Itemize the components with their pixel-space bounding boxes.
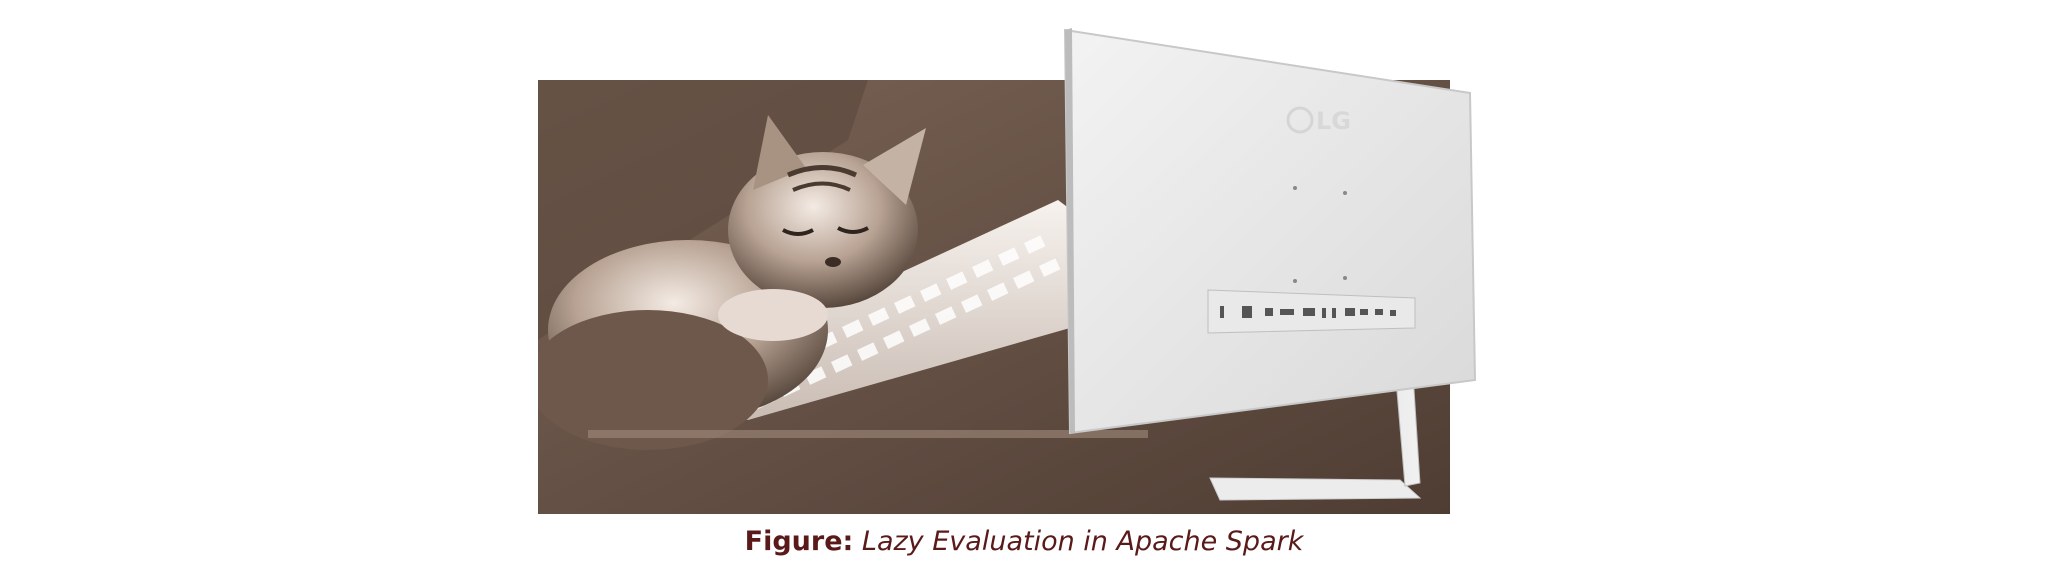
lg-logo: LG	[1316, 107, 1351, 135]
lg-monitor-image: LG	[1063, 28, 1477, 501]
caption-label: Figure:	[744, 526, 854, 557]
caption-text: Lazy Evaluation in Apache Spark	[861, 526, 1304, 557]
figure-caption: Figure: Lazy Evaluation in Apache Spark	[0, 526, 2048, 557]
